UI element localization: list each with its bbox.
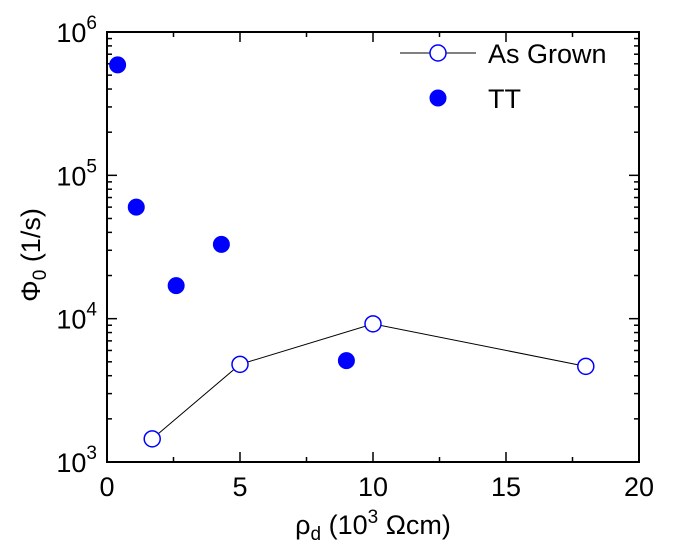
x-tick-label: 20 bbox=[624, 472, 654, 502]
x-tick-label: 0 bbox=[99, 472, 114, 502]
legend-marker-as-grown bbox=[429, 44, 447, 62]
data-point-as-grown bbox=[143, 430, 161, 448]
plot-frame bbox=[106, 31, 640, 463]
data-point-tt bbox=[337, 352, 355, 370]
data-point-as-grown bbox=[231, 355, 249, 374]
y-tick-base: 10 bbox=[56, 161, 86, 191]
data-point-tt bbox=[127, 198, 145, 216]
y-tick-exp: 3 bbox=[86, 443, 97, 464]
legend: As Grown TT bbox=[400, 39, 607, 114]
y-tick-base: 10 bbox=[56, 448, 86, 478]
series-line-as-grown bbox=[151, 323, 586, 440]
y-tick-base: 10 bbox=[56, 305, 86, 335]
x-axis-label: ρd (103 Ωcm) bbox=[295, 507, 451, 541]
x-tick-label: 10 bbox=[358, 472, 388, 502]
data-point-tt bbox=[212, 235, 230, 253]
x-tick-label: 5 bbox=[232, 472, 247, 502]
y-tick-exp: 6 bbox=[86, 13, 97, 34]
y-label-prefix: Φ bbox=[16, 280, 46, 302]
y-tick-label: 105 bbox=[56, 156, 97, 191]
y-axis-label: Φ0 (1/s) bbox=[16, 208, 51, 302]
legend-label-tt: TT bbox=[488, 84, 521, 114]
data-point-tt bbox=[109, 56, 127, 74]
y-tick-exp: 4 bbox=[86, 300, 97, 321]
x-label-prefix: ρ bbox=[295, 510, 310, 540]
legend-marker-tt bbox=[429, 89, 447, 107]
x-label-sub: d bbox=[311, 524, 322, 541]
y-tick-label: 106 bbox=[56, 13, 97, 48]
y-tick-base: 10 bbox=[56, 18, 86, 48]
legend-label-as-grown: As Grown bbox=[488, 39, 607, 69]
y-tick-label: 104 bbox=[56, 300, 97, 335]
data-point-as-grown bbox=[364, 315, 382, 333]
x-label-mid: (10 bbox=[321, 510, 368, 540]
y-tick-label: 103 bbox=[56, 443, 97, 478]
x-label-sup: 3 bbox=[368, 507, 379, 528]
x-tick-label: 15 bbox=[491, 472, 521, 502]
y-tick-exp: 5 bbox=[86, 156, 97, 177]
plot-area bbox=[106, 31, 640, 463]
y-label-sub: 0 bbox=[30, 270, 51, 281]
data-series bbox=[109, 56, 595, 448]
x-label-suffix: Ωcm) bbox=[378, 510, 451, 540]
y-label-suffix: (1/s) bbox=[16, 208, 46, 270]
data-point-tt bbox=[167, 277, 185, 295]
data-point-as-grown bbox=[577, 357, 595, 376]
